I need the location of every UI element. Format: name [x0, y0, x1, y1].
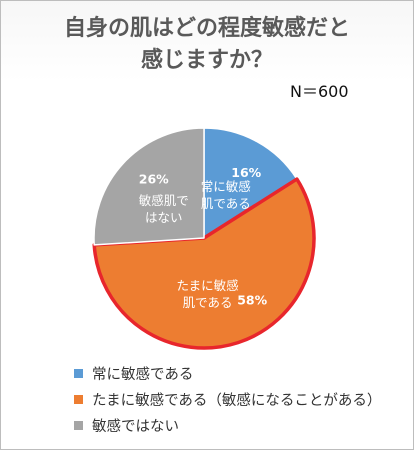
chart-title-line-1: 自身の肌はどの程度敏感だと: [63, 16, 350, 41]
slice-label: 肌である: [201, 196, 251, 211]
chart-title-line-2: 感じますか？: [140, 48, 273, 73]
legend-item: たまに敏感である（敏感になることがある）: [74, 386, 381, 412]
slice-label: 常に敏感: [201, 179, 251, 194]
legend: 常に敏感である たまに敏感である（敏感になることがある） 敏感ではない: [74, 360, 381, 438]
legend-swatch: [74, 394, 83, 404]
legend-item: 敏感ではない: [74, 412, 381, 438]
legend-label: たまに敏感である（敏感になることがある）: [92, 392, 382, 409]
percent-label: 58%: [237, 292, 267, 307]
pie-slice: [92, 177, 316, 350]
pie-slice: [93, 127, 205, 246]
legend-swatch: [74, 420, 83, 430]
pie-slice: [203, 127, 298, 239]
legend-item: 常に敏感である: [74, 360, 381, 386]
legend-label: 常に敏感である: [92, 366, 194, 383]
legend-label: 敏感ではない: [92, 418, 179, 435]
slice-label: 肌である: [183, 295, 233, 310]
slice-label: はない: [145, 210, 183, 225]
percent-label: 16%: [231, 165, 261, 180]
slice-label: 敏感肌で: [139, 193, 189, 208]
slice-label: たまに敏感: [177, 278, 239, 293]
sample-size-label: N＝600: [290, 82, 349, 101]
percent-label: 26%: [139, 172, 169, 187]
legend-swatch: [74, 368, 83, 378]
